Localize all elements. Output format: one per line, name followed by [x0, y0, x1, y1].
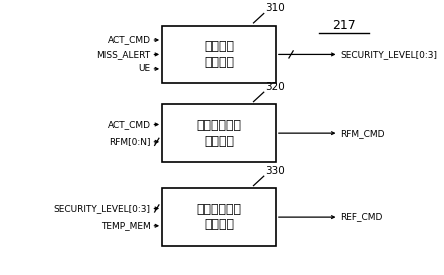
Bar [162, 26, 276, 83]
Text: 330: 330 [265, 166, 285, 176]
Text: MISS_ALERT: MISS_ALERT [97, 50, 151, 59]
Text: ACT_CMD: ACT_CMD [108, 120, 151, 129]
Text: 217: 217 [332, 19, 356, 32]
Text: 刷新管理命令: 刷新管理命令 [197, 119, 242, 132]
Text: 320: 320 [265, 82, 285, 92]
Text: 正常刷新命令: 正常刷新命令 [197, 203, 242, 216]
Bar [162, 104, 276, 162]
Text: SECURITY_LEVEL[0:3]: SECURITY_LEVEL[0:3] [54, 204, 151, 213]
Text: 310: 310 [265, 4, 285, 13]
Bar [162, 188, 276, 246]
Text: 控制电路: 控制电路 [204, 219, 234, 232]
Text: 控制电路: 控制电路 [204, 134, 234, 147]
Text: UE: UE [139, 64, 151, 73]
Text: RFM[0:N]: RFM[0:N] [109, 137, 151, 146]
Text: 设置电路: 设置电路 [204, 56, 234, 69]
Text: RFM_CMD: RFM_CMD [341, 129, 385, 138]
Text: ACT_CMD: ACT_CMD [108, 35, 151, 45]
Text: SECURITY_LEVEL[0:3]: SECURITY_LEVEL[0:3] [341, 50, 437, 59]
Text: TEMP_MEM: TEMP_MEM [101, 221, 151, 230]
Text: 安全水平: 安全水平 [204, 40, 234, 53]
Text: REF_CMD: REF_CMD [341, 213, 383, 222]
